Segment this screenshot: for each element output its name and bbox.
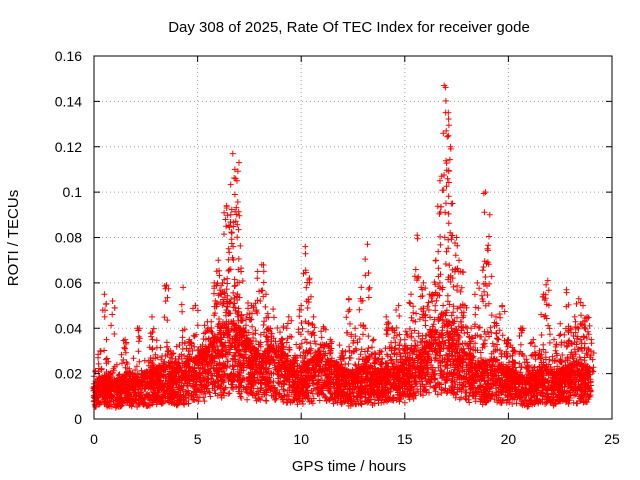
roti-series-markers — [90, 82, 597, 411]
y-axis-title: ROTI / TECUs — [5, 190, 22, 286]
y-tick-label: 0.06 — [55, 275, 82, 291]
y-tick-label: 0.14 — [55, 93, 82, 109]
chart-title: Day 308 of 2025, Rate Of TEC Index for r… — [168, 19, 530, 36]
y-tick-label: 0 — [74, 411, 82, 427]
y-tick-label: 0.1 — [63, 184, 83, 200]
data-points — [90, 82, 597, 411]
y-tick-label: 0.04 — [55, 320, 82, 336]
x-tick-label: 25 — [604, 431, 620, 447]
y-tick-labels: 0 0.02 0.04 0.06 0.08 0.1 0.12 0.14 0.16 — [55, 48, 82, 427]
y-tick-label: 0.16 — [55, 48, 82, 64]
x-tick-label: 10 — [293, 431, 309, 447]
x-tick-label: 20 — [501, 431, 517, 447]
axis-ticks — [93, 55, 613, 420]
y-tick-label: 0.08 — [55, 230, 82, 246]
gridlines — [94, 56, 612, 419]
x-tick-labels: 0 5 10 15 20 25 — [90, 431, 620, 447]
y-tick-label: 0.12 — [55, 139, 82, 155]
x-axis-title: GPS time / hours — [292, 458, 406, 475]
x-tick-label: 5 — [194, 431, 202, 447]
x-tick-label: 15 — [397, 431, 413, 447]
x-tick-label: 0 — [90, 431, 98, 447]
y-tick-label: 0.02 — [55, 366, 82, 382]
